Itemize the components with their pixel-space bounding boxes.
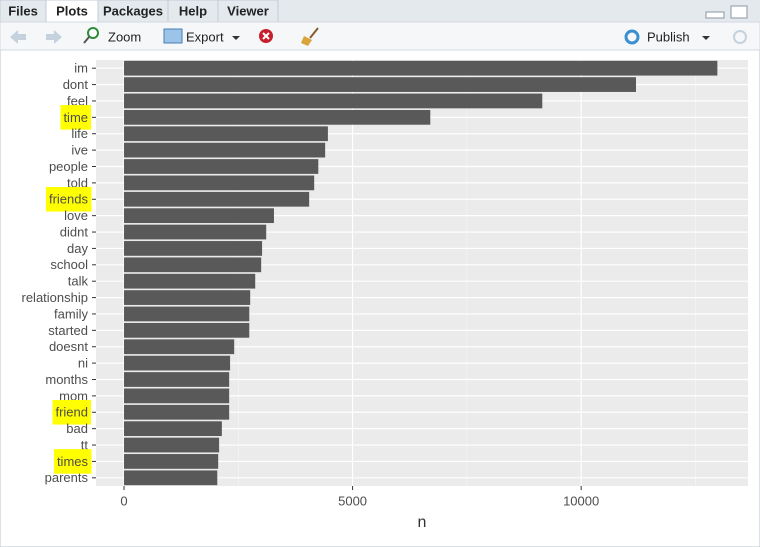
bar (124, 404, 230, 420)
y-tick-label: time (63, 110, 88, 125)
y-tick-label: school (50, 257, 88, 272)
bar (124, 388, 230, 404)
bar (124, 93, 543, 109)
tab-label: Plots (56, 3, 88, 18)
y-tick-label: family (54, 306, 88, 321)
maximize-button[interactable] (730, 5, 748, 19)
remove-icon-x (262, 32, 270, 40)
y-tick-label: times (57, 454, 89, 469)
y-tick-label: relationship (22, 290, 89, 305)
bar (124, 224, 267, 240)
label-highlight (60, 105, 91, 130)
x-tick-label: 0 (120, 493, 127, 508)
publish-dropdown (702, 36, 710, 40)
bar (124, 339, 235, 355)
publish-button[interactable]: Publish (624, 29, 710, 45)
bar (124, 159, 319, 174)
bar (124, 454, 219, 469)
bar (124, 208, 274, 224)
bar (124, 273, 256, 289)
export-icon (163, 28, 183, 44)
y-tick-label: friends (49, 192, 89, 207)
remove-plot-button[interactable] (259, 29, 273, 43)
tab-label: Help (179, 3, 207, 18)
bar (124, 322, 250, 338)
y-tick-label: dont (63, 77, 89, 92)
bar (124, 109, 431, 125)
bar (124, 175, 315, 191)
bar (124, 257, 262, 273)
bar (124, 355, 231, 371)
bar (124, 126, 328, 142)
export-button[interactable]: Export (163, 28, 240, 44)
export-dropdown (232, 36, 240, 40)
back-button[interactable] (10, 30, 26, 44)
broom-head (301, 36, 312, 46)
zoom-icon-handle (83, 36, 90, 44)
y-tick-label: months (45, 372, 88, 387)
toolbar (0, 21, 760, 51)
clear-all-button[interactable] (301, 27, 319, 46)
bar (124, 421, 222, 437)
bar (124, 437, 220, 453)
y-tick-label: mom (59, 388, 88, 403)
broom-handle (309, 27, 319, 39)
y-tick-label: told (67, 175, 88, 190)
bar (124, 372, 230, 387)
label-highlight (45, 186, 92, 212)
x-tick-label: 5000 (338, 493, 367, 508)
bar (124, 290, 251, 305)
y-tick-label: day (67, 241, 88, 256)
x-tick-label: 10000 (563, 493, 599, 508)
y-tick-label: tt (81, 437, 89, 452)
publish-icon (624, 29, 640, 45)
zoom-icon (87, 27, 99, 39)
publish-label: Publish (647, 29, 690, 44)
y-tick-label: bad (66, 421, 88, 436)
label-highlight (52, 399, 91, 425)
y-tick-label: started (48, 323, 88, 338)
bar (124, 470, 218, 486)
zoom-label: Zoom (108, 29, 141, 44)
tab-label: Files (8, 3, 38, 18)
y-tick-label: im (74, 61, 88, 76)
y-tick-label: doesnt (49, 339, 88, 354)
y-tick-label: didnt (60, 224, 89, 239)
tab-label: Viewer (227, 3, 269, 18)
y-tick-label: ni (78, 356, 88, 371)
x-axis-title: n (418, 514, 427, 531)
bar (124, 142, 326, 158)
minimize-button[interactable] (705, 11, 725, 19)
tab-label: Packages (103, 3, 163, 18)
y-tick-label: life (71, 126, 88, 141)
bar (124, 60, 718, 76)
y-tick-label: love (64, 208, 88, 223)
y-tick-label: ive (71, 143, 88, 158)
forward-button[interactable] (46, 30, 62, 44)
y-tick-label: people (49, 159, 88, 174)
bar (124, 191, 310, 207)
refresh-button[interactable] (733, 30, 747, 44)
export-label: Export (186, 29, 224, 44)
y-tick-label: friend (55, 405, 88, 420)
y-tick-label: parents (45, 470, 89, 485)
y-tick-label: talk (68, 274, 89, 289)
bar (124, 77, 637, 92)
y-tick-label: feel (67, 93, 88, 108)
bar (124, 306, 250, 322)
bar (124, 241, 263, 256)
label-highlight (53, 449, 92, 474)
zoom-button[interactable]: Zoom (83, 27, 141, 44)
